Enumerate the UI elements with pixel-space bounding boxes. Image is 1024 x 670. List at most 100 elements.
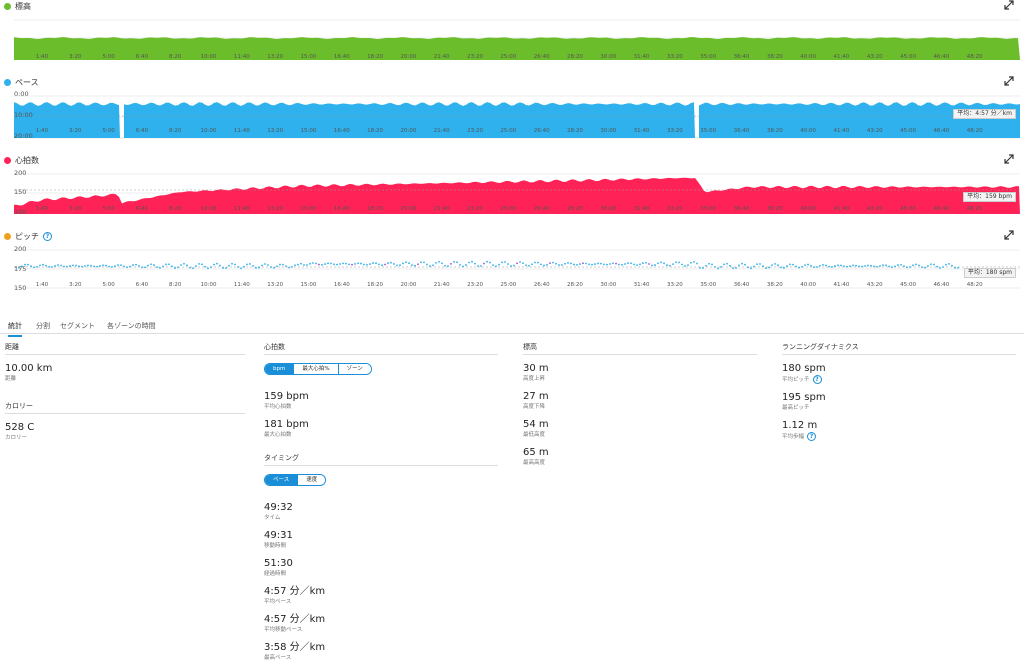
heart-rate-legend-dot <box>4 156 11 164</box>
expand-icon[interactable] <box>1004 76 1014 86</box>
cadence-point <box>498 263 500 266</box>
toggle-max-hr-percent[interactable]: 最大心拍% <box>293 364 338 374</box>
cadence-point <box>282 263 284 266</box>
x-tick-label: 26:40 <box>534 282 550 288</box>
section-header: カロリー <box>5 401 245 414</box>
elevation-plot[interactable]: 1:40 3:20 5:00 6:40 8:20 10:00 11:40 13:20 15:00… <box>0 12 1024 68</box>
cadence-point <box>756 263 758 266</box>
cadence-point <box>840 264 842 267</box>
cadence-point <box>603 263 605 266</box>
cadence-point <box>402 262 404 265</box>
cadence-point <box>666 264 668 267</box>
expand-icon[interactable] <box>1004 0 1014 10</box>
stat-value: 180 spm <box>782 363 826 374</box>
x-tick-label: 18:20 <box>367 206 383 212</box>
cadence-point <box>885 264 887 267</box>
cadence-point <box>888 265 890 268</box>
stat-label: 最高高度 <box>523 460 546 466</box>
x-tick-label: 35:00 <box>700 54 716 60</box>
help-icon[interactable]: ? <box>812 375 822 384</box>
x-tick-label: 11:40 <box>234 282 250 288</box>
x-tick-label: 33:20 <box>667 128 683 134</box>
tab-splits[interactable]: 分割 <box>36 322 50 330</box>
cadence-point <box>462 265 464 268</box>
heart-rate-y-label: 100 <box>14 208 27 216</box>
expand-icon[interactable] <box>1004 154 1014 164</box>
toggle-speed[interactable]: 速度 <box>297 475 326 485</box>
cadence-point <box>579 263 581 265</box>
x-tick-label: 23:20 <box>467 128 483 134</box>
cadence-point <box>759 263 761 265</box>
cadence-point <box>618 263 620 266</box>
cadence-point <box>588 263 590 266</box>
cadence-point <box>795 265 797 268</box>
pace-legend-dot <box>4 78 11 86</box>
tab-segments[interactable]: セグメント <box>60 322 95 330</box>
cadence-point <box>873 265 875 268</box>
cadence-point <box>237 266 239 268</box>
tab-zone-time[interactable]: 各ゾーンの時間 <box>107 322 156 330</box>
elevation-chart: 標高 1:40 3:20 5:00 6:40 8:20 10:00 11:40 13:20 15… <box>0 0 1024 68</box>
cadence-point <box>18 266 20 269</box>
cadence-point <box>738 264 740 267</box>
cadence-point <box>693 260 695 263</box>
x-tick-label: 13:20 <box>267 206 283 212</box>
cadence-point <box>765 267 767 269</box>
cadence-point <box>813 266 815 269</box>
cadence-point <box>825 264 827 267</box>
cadence-point <box>135 263 137 266</box>
x-tick-label: 36:40 <box>734 54 750 60</box>
cadence-point <box>918 264 920 267</box>
stat-label: 最低高度 <box>523 432 546 438</box>
toggle-zone[interactable]: ゾーン <box>337 364 371 374</box>
cadence-point <box>258 266 260 269</box>
heart-rate-plot[interactable]: 1:40 3:20 5:00 6:40 8:20 10:00 11:40 13:20 15:00… <box>0 166 1024 222</box>
cadence-point <box>627 262 629 265</box>
cadence-point <box>126 266 128 269</box>
distance-column: 距離 10.00 km 距離 カロリー 528 C カロリー <box>5 342 245 450</box>
elevation-legend-dot <box>4 2 11 10</box>
x-tick-label: 5:00 <box>102 282 115 288</box>
x-tick-label: 13:20 <box>267 54 283 60</box>
cadence-point <box>45 264 47 267</box>
cadence-point <box>819 264 821 267</box>
cadence-point <box>165 263 167 266</box>
cadence-point <box>522 262 524 264</box>
cadence-point <box>930 263 932 266</box>
x-tick-label: 23:20 <box>467 206 483 212</box>
help-icon[interactable]: ? <box>43 231 52 241</box>
cadence-point <box>156 266 158 269</box>
stat-value: 1.12 m <box>782 420 818 431</box>
stat-label: 平均ペース <box>264 599 292 605</box>
help-icon[interactable]: ? <box>807 432 817 441</box>
expand-icon[interactable] <box>1004 230 1014 240</box>
stat-label: 最大心拍数 <box>264 432 292 438</box>
tab-stats[interactable]: 統計 <box>8 321 22 337</box>
cadence-point <box>381 264 383 267</box>
cadence-point <box>657 262 659 265</box>
cadence-point <box>54 264 56 267</box>
cadence-point <box>303 264 305 266</box>
stat-elevation-loss: 27 m 高度下降 <box>523 391 757 411</box>
cadence-point <box>396 264 398 267</box>
stat-value: 4:57 分／km <box>264 614 326 625</box>
cadence-plot[interactable]: 1:40 3:20 5:00 6:40 8:20 10:00 11:40 13:20 15:00… <box>0 242 1024 296</box>
cadence-point <box>333 263 335 266</box>
cadence-point <box>273 266 275 269</box>
x-tick-label: 38:20 <box>767 128 783 134</box>
x-tick-label: 21:40 <box>434 128 450 134</box>
x-tick-label: 30:00 <box>600 128 616 134</box>
toggle-pace[interactable]: ペース <box>265 475 298 485</box>
cadence-point <box>747 266 749 269</box>
cadence-point <box>102 264 104 267</box>
cadence-point <box>444 264 446 267</box>
cadence-point <box>669 264 671 267</box>
cadence-point <box>573 263 575 266</box>
pace-plot[interactable]: 1:40 3:20 5:00 6:40 8:20 10:00 11:40 13:20 15:00… <box>0 88 1024 144</box>
toggle-bpm[interactable]: bpm <box>265 364 294 374</box>
cadence-point <box>951 264 953 267</box>
x-tick-label: 25:00 <box>500 128 516 134</box>
cadence-point <box>63 265 65 268</box>
stat-label: タイム <box>264 515 281 521</box>
stat-value: 3:58 分／km <box>264 642 326 653</box>
